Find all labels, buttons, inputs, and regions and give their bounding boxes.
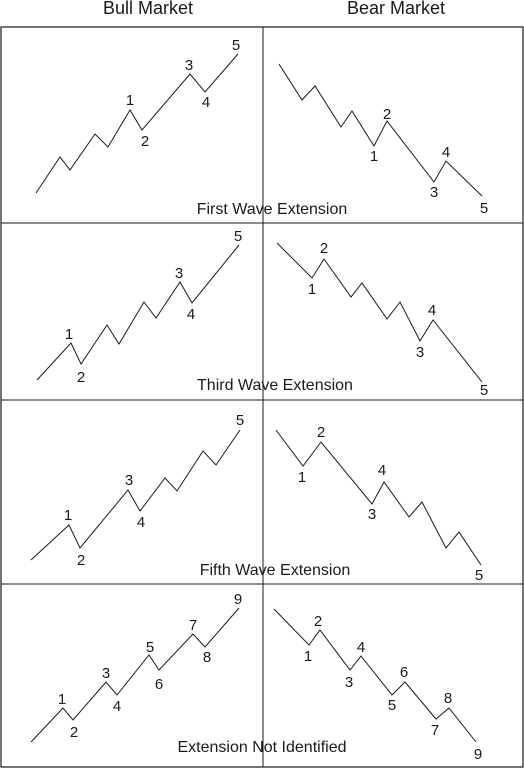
bull-wave-label: 5 xyxy=(232,37,240,54)
bear-wave-label: 4 xyxy=(378,462,386,479)
bear-wave-label: 8 xyxy=(444,690,452,707)
bear-wave-no-extension xyxy=(273,608,477,743)
bear-wave-label: 6 xyxy=(400,664,408,681)
panel-caption: Extension Not Identified xyxy=(178,739,347,756)
bear-wave-label: 2 xyxy=(383,106,391,123)
bull-wave-label: 4 xyxy=(137,514,145,531)
bull-wave-label: 3 xyxy=(175,265,183,282)
bull-wave-label: 9 xyxy=(234,591,242,608)
bear-wave-label: 5 xyxy=(480,382,488,399)
bear-wave-label: 1 xyxy=(308,281,316,298)
bear-wave-label: 2 xyxy=(317,424,325,441)
bull-market-header: Bull Market xyxy=(102,0,194,18)
bull-wave-label: 4 xyxy=(187,306,195,323)
bull-wave-label: 2 xyxy=(77,369,85,386)
bull-wave-label: 2 xyxy=(141,133,149,150)
bear-wave-label: 2 xyxy=(320,240,328,257)
bull-wave-label: 2 xyxy=(77,552,85,569)
bear-wave-label: 5 xyxy=(388,697,396,714)
bull-wave-label: 7 xyxy=(189,617,197,634)
bear-wave-label: 7 xyxy=(431,722,439,739)
bull-wave-label: 5 xyxy=(234,228,242,245)
bull-wave-third-extension xyxy=(36,244,240,381)
panel-caption: Fifth Wave Extension xyxy=(200,562,351,579)
bull-wave-label: 8 xyxy=(203,649,211,666)
bull-wave-label: 3 xyxy=(125,472,133,489)
bull-wave-label: 1 xyxy=(126,92,134,109)
bear-wave-label: 5 xyxy=(480,200,488,217)
bear-market-header: Bear Market xyxy=(346,0,446,18)
bull-wave-label: 2 xyxy=(70,724,78,741)
bear-wave-label: 3 xyxy=(430,184,438,201)
bear-wave-label: 1 xyxy=(304,648,312,665)
bull-wave-label: 6 xyxy=(155,676,163,693)
bear-wave-label: 5 xyxy=(475,567,483,584)
bull-wave-label: 5 xyxy=(236,412,244,429)
bear-wave-first-extension xyxy=(278,63,483,197)
bull-wave-label: 4 xyxy=(202,94,210,111)
bull-wave-label: 5 xyxy=(146,639,154,656)
bull-wave-first-extension xyxy=(35,53,239,194)
bear-wave-label: 3 xyxy=(345,674,353,691)
bear-wave-label: 4 xyxy=(442,144,450,161)
panel-caption: First Wave Extension xyxy=(197,201,348,218)
bear-wave-third-extension xyxy=(276,242,483,383)
bear-wave-label: 4 xyxy=(357,639,365,656)
bull-wave-no-extension xyxy=(30,607,240,743)
bear-wave-label: 9 xyxy=(474,746,482,763)
bear-wave-label: 1 xyxy=(298,469,306,486)
bull-wave-label: 1 xyxy=(58,691,66,708)
bull-wave-fifth-extension xyxy=(30,429,241,561)
bear-wave-label: 1 xyxy=(370,148,378,165)
panel-caption: Third Wave Extension xyxy=(197,377,353,394)
bull-wave-label: 4 xyxy=(113,698,121,715)
bear-wave-fifth-extension xyxy=(275,429,482,566)
bear-wave-label: 3 xyxy=(368,506,376,523)
bear-wave-label: 2 xyxy=(314,613,322,630)
bear-wave-label: 4 xyxy=(428,302,436,319)
bull-wave-label: 1 xyxy=(64,507,72,524)
bull-wave-label: 3 xyxy=(102,665,110,682)
diagram-frame xyxy=(0,26,524,768)
bull-wave-label: 3 xyxy=(185,57,193,74)
bear-wave-label: 3 xyxy=(416,344,424,361)
bull-wave-label: 1 xyxy=(65,326,73,343)
